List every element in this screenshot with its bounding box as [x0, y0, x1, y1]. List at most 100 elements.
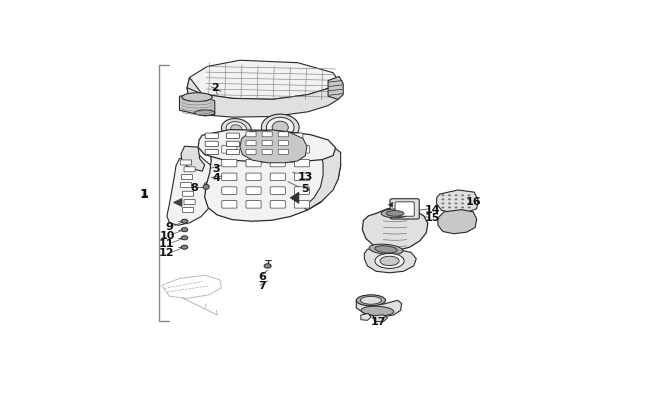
Ellipse shape: [356, 295, 385, 306]
Text: 17: 17: [370, 316, 386, 326]
FancyBboxPatch shape: [184, 167, 195, 173]
Ellipse shape: [386, 211, 404, 217]
Polygon shape: [436, 190, 478, 213]
Polygon shape: [181, 147, 205, 172]
Ellipse shape: [369, 245, 403, 255]
Ellipse shape: [272, 122, 289, 134]
Polygon shape: [362, 208, 428, 251]
Ellipse shape: [181, 245, 188, 249]
Ellipse shape: [222, 119, 252, 140]
Text: 2: 2: [211, 83, 218, 93]
Polygon shape: [291, 193, 299, 204]
Ellipse shape: [448, 207, 451, 209]
Ellipse shape: [361, 307, 394, 316]
Polygon shape: [304, 137, 341, 211]
FancyBboxPatch shape: [278, 150, 289, 155]
Ellipse shape: [375, 254, 404, 269]
FancyBboxPatch shape: [294, 146, 309, 153]
Polygon shape: [356, 301, 402, 317]
Polygon shape: [373, 315, 387, 322]
Ellipse shape: [454, 207, 458, 209]
FancyBboxPatch shape: [294, 201, 309, 209]
FancyBboxPatch shape: [226, 134, 239, 139]
Ellipse shape: [182, 94, 212, 102]
FancyBboxPatch shape: [205, 150, 218, 155]
FancyBboxPatch shape: [246, 141, 256, 146]
Ellipse shape: [467, 199, 471, 201]
Text: 15: 15: [425, 213, 441, 223]
Polygon shape: [389, 203, 393, 208]
Ellipse shape: [448, 203, 451, 205]
FancyBboxPatch shape: [246, 160, 261, 167]
Ellipse shape: [203, 185, 209, 190]
Ellipse shape: [360, 297, 382, 305]
Polygon shape: [179, 95, 214, 117]
FancyBboxPatch shape: [183, 208, 194, 213]
FancyBboxPatch shape: [248, 150, 261, 155]
Text: 10: 10: [159, 230, 175, 240]
FancyBboxPatch shape: [395, 202, 414, 217]
Ellipse shape: [461, 195, 464, 197]
FancyBboxPatch shape: [205, 142, 218, 147]
Ellipse shape: [382, 209, 409, 218]
FancyBboxPatch shape: [226, 142, 239, 147]
Ellipse shape: [467, 207, 471, 209]
FancyBboxPatch shape: [246, 201, 261, 209]
FancyBboxPatch shape: [222, 160, 237, 167]
Ellipse shape: [226, 122, 247, 137]
Ellipse shape: [441, 207, 445, 209]
FancyBboxPatch shape: [205, 134, 218, 139]
Ellipse shape: [261, 115, 299, 141]
FancyBboxPatch shape: [246, 132, 256, 137]
Text: 6: 6: [259, 271, 266, 281]
Polygon shape: [361, 313, 371, 320]
FancyBboxPatch shape: [270, 146, 285, 153]
Ellipse shape: [448, 199, 451, 201]
FancyBboxPatch shape: [262, 150, 272, 155]
FancyBboxPatch shape: [246, 150, 256, 155]
FancyBboxPatch shape: [294, 174, 309, 181]
FancyBboxPatch shape: [270, 160, 285, 167]
Ellipse shape: [264, 264, 271, 269]
FancyBboxPatch shape: [390, 199, 419, 220]
Polygon shape: [240, 131, 307, 163]
FancyBboxPatch shape: [268, 142, 281, 147]
Ellipse shape: [441, 203, 445, 205]
Polygon shape: [187, 61, 338, 100]
Ellipse shape: [454, 199, 458, 201]
Ellipse shape: [454, 195, 458, 197]
FancyBboxPatch shape: [294, 160, 309, 167]
Text: 4: 4: [213, 173, 220, 183]
FancyBboxPatch shape: [290, 134, 303, 139]
Ellipse shape: [181, 228, 188, 232]
FancyBboxPatch shape: [246, 174, 261, 181]
Ellipse shape: [454, 203, 458, 205]
FancyBboxPatch shape: [181, 175, 192, 180]
FancyBboxPatch shape: [222, 188, 237, 195]
Text: 1: 1: [140, 189, 148, 198]
Text: 11: 11: [159, 239, 175, 249]
Text: 8: 8: [190, 182, 198, 192]
Ellipse shape: [194, 111, 214, 116]
Polygon shape: [438, 210, 476, 234]
FancyBboxPatch shape: [183, 192, 194, 197]
Polygon shape: [187, 78, 202, 113]
Polygon shape: [328, 77, 343, 100]
Text: 16: 16: [465, 196, 481, 207]
Polygon shape: [205, 134, 341, 222]
FancyBboxPatch shape: [278, 132, 289, 137]
FancyBboxPatch shape: [290, 150, 303, 155]
Ellipse shape: [467, 195, 471, 197]
Ellipse shape: [441, 195, 445, 197]
FancyBboxPatch shape: [270, 174, 285, 181]
FancyBboxPatch shape: [181, 160, 192, 166]
FancyBboxPatch shape: [294, 188, 309, 195]
FancyBboxPatch shape: [268, 150, 281, 155]
FancyBboxPatch shape: [268, 134, 281, 139]
Ellipse shape: [181, 236, 188, 240]
FancyBboxPatch shape: [246, 146, 261, 153]
FancyBboxPatch shape: [184, 200, 195, 205]
Ellipse shape: [231, 126, 242, 134]
Text: 14: 14: [425, 204, 441, 214]
FancyBboxPatch shape: [226, 150, 239, 155]
